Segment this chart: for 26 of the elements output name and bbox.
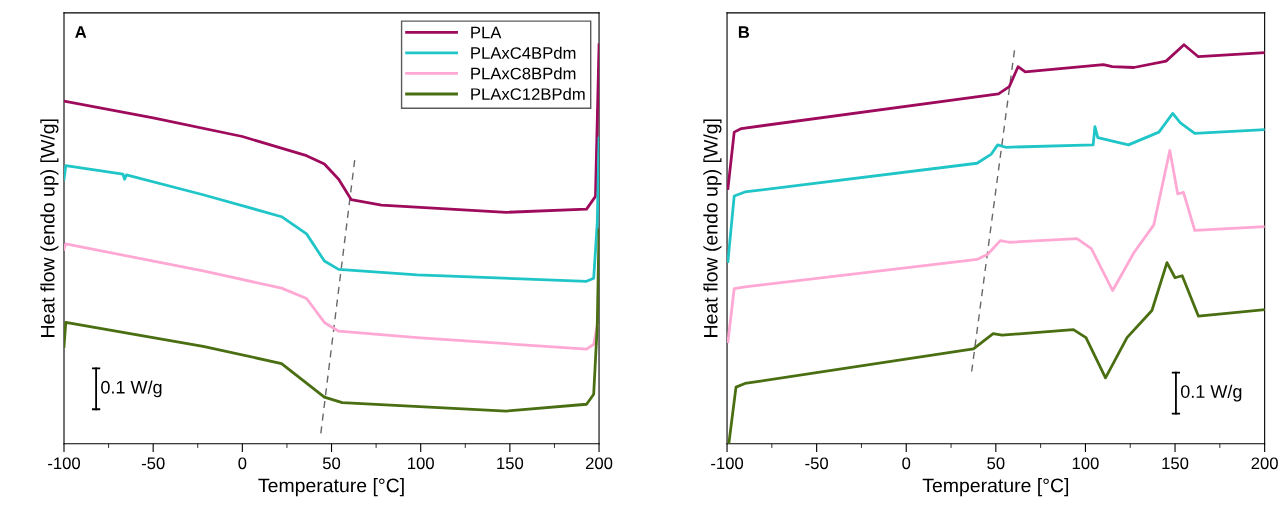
legend-label: PLAxC4BPdm (471, 46, 576, 59)
x-tick-label: 0 (238, 457, 247, 470)
x-tick-label: 0 (902, 457, 911, 470)
y-axis-title: Heat flow (endo up) [W/g] (40, 119, 59, 337)
x-axis-title: Temperature [°C] (258, 478, 404, 497)
x-tick-label: 150 (497, 457, 524, 470)
x-tick-label: -100 (711, 457, 744, 470)
x-tick-label: 100 (1072, 457, 1099, 470)
x-tick-label: -100 (48, 457, 81, 470)
y-axis-title: Heat flow (endo up) [W/g] (703, 119, 722, 337)
legend-label: PLAxC12BPdm (471, 87, 585, 101)
x-tick-label: 50 (322, 457, 341, 470)
x-tick-label: 200 (585, 457, 613, 470)
x-axis-title: Temperature [°C] (922, 478, 1069, 497)
annotation: 0.1 W/g (1180, 384, 1242, 402)
x-tick-label: -50 (141, 457, 165, 470)
legend-label: PLAxC8BPdm (471, 67, 576, 80)
chart-title: A (75, 26, 87, 38)
legend-label: PLA (471, 26, 502, 39)
chart-title: B (738, 26, 750, 38)
annotation: 0.1 W/g (101, 380, 162, 398)
x-tick-label: 200 (1251, 457, 1278, 470)
x-tick-label: 150 (1162, 457, 1189, 470)
x-tick-label: 50 (987, 457, 1005, 470)
x-tick-label: 100 (408, 457, 434, 470)
x-tick-label: -50 (805, 457, 829, 470)
